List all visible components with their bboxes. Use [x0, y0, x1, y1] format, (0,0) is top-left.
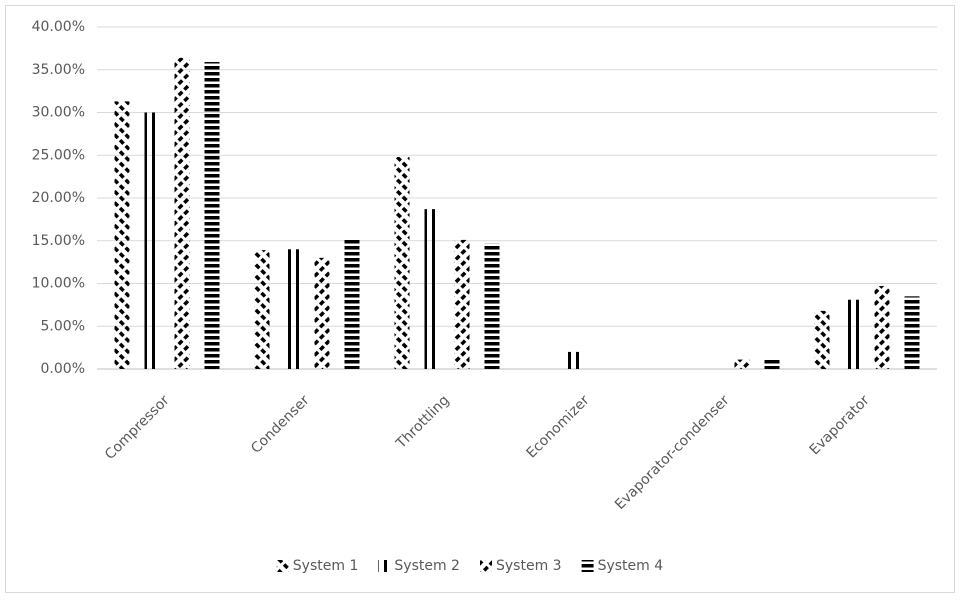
- y-tick-label: 5.00%: [41, 318, 85, 334]
- legend-swatch: [480, 560, 492, 572]
- bar: [254, 250, 270, 369]
- bar: [424, 209, 440, 369]
- bar: [314, 257, 330, 369]
- y-tick-label: 15.00%: [32, 233, 85, 249]
- bar: [114, 101, 130, 369]
- bar: [874, 286, 890, 369]
- y-tick-label: 30.00%: [32, 105, 85, 121]
- y-tick-label: 20.00%: [32, 190, 85, 206]
- y-tick-label: 10.00%: [32, 276, 85, 292]
- bar: [284, 249, 300, 369]
- bar: [904, 296, 920, 369]
- bar: [814, 310, 830, 369]
- bar: [204, 62, 220, 370]
- y-tick-label: 0.00%: [41, 361, 85, 377]
- bar: [344, 238, 360, 369]
- bar: [144, 112, 160, 369]
- chart-border: [5, 5, 955, 593]
- legend-label: System 1: [293, 558, 359, 574]
- legend-swatch: [276, 560, 289, 572]
- y-tick-label: 25.00%: [32, 147, 85, 163]
- y-tick-label: 40.00%: [32, 19, 85, 35]
- bar: [734, 359, 750, 369]
- bar: [564, 351, 580, 369]
- legend-swatch: [581, 560, 594, 572]
- legend-label: System 2: [394, 558, 460, 574]
- legend-label: System 3: [496, 558, 562, 574]
- legend-swatch: [378, 560, 391, 572]
- legend-label: System 4: [598, 558, 664, 574]
- bar: [764, 359, 780, 369]
- bar: [484, 243, 500, 369]
- bar: [394, 156, 410, 369]
- bar: [174, 57, 190, 369]
- y-tick-label: 35.00%: [32, 62, 85, 78]
- bar: [844, 299, 860, 369]
- bar: [454, 239, 470, 369]
